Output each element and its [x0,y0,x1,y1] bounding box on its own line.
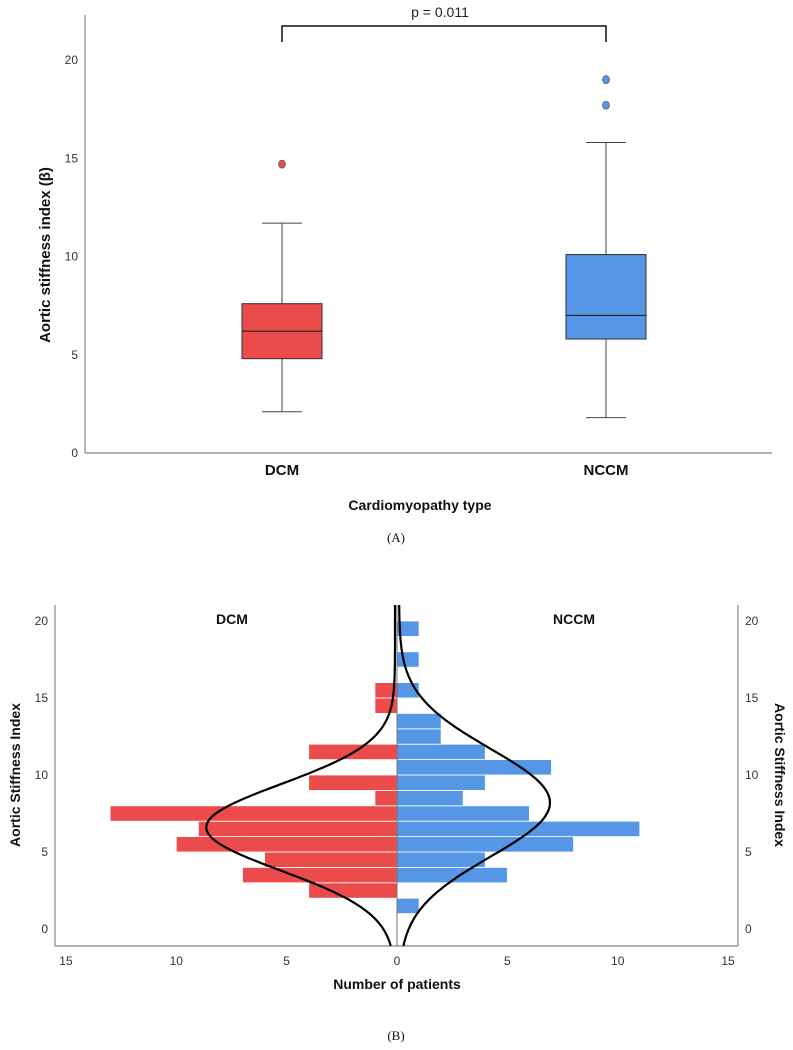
outlier-point [278,159,286,169]
histogram-bar-nccm [396,820,641,838]
box-dcm [241,159,323,413]
y-tick-label: 10 [65,250,79,264]
boxplot-panel: p = 0.011 DCM NCCM Cardiomyopathy type A… [37,4,772,545]
histogram-panel: DCM NCCM Number of patients Aortic Stiff… [7,605,788,1043]
x-tick-label: 0 [394,954,401,968]
histogram-bar-dcm [264,851,398,868]
x-tick-label: 15 [59,954,73,968]
panel-label-a: (A) [387,530,405,545]
histogram-bar-dcm [308,774,398,791]
y-axis-label: Aortic stiffness index (β) [37,167,54,343]
x-tick-label: 10 [611,954,625,968]
x-axis-label: Number of patients [333,976,461,992]
x-axis-label: Cardiomyopathy type [348,497,491,513]
histogram-bar-nccm [396,805,530,822]
histogram-bar-nccm [396,651,420,668]
y-tick-label: 5 [71,348,78,362]
category-label-nccm: NCCM [584,462,629,479]
histogram-bar-nccm [396,774,486,791]
y-tick-label-left: 0 [41,922,48,936]
outlier-point [602,100,610,110]
y-tick-label-left: 15 [35,691,49,705]
histogram-bar-nccm [396,836,574,853]
y-axis-label-right: Aortic Stiffness Index [772,703,788,847]
y-tick-label-left: 10 [35,768,49,782]
histogram-bar-dcm [308,882,398,899]
y-tick-label-right: 15 [745,691,759,705]
y-tick-label-left: 20 [35,614,49,628]
y-tick-label-right: 20 [745,614,759,628]
x-tick-label: 10 [170,954,184,968]
p-value-annotation: p = 0.011 [411,4,469,20]
histogram-bar-nccm [396,728,442,745]
normal-curve-nccm [398,605,551,947]
histogram-bar-nccm [396,897,420,915]
y-tick-label-right: 10 [745,768,759,782]
x-tick-label: 5 [504,954,511,968]
y-tick-label-left: 5 [41,845,48,859]
histogram-bar-dcm [175,836,398,853]
histogram-bar-nccm [396,713,442,730]
histogram-bar-nccm [396,851,486,868]
panel-label-b: (B) [387,1028,404,1043]
y-tick-label-right: 5 [745,845,752,859]
outlier-point [602,75,610,85]
y-tick-label: 15 [65,151,79,165]
histogram-bar-dcm [109,805,398,822]
y-tick-label-right: 0 [745,922,752,936]
histogram-bar-nccm [396,743,486,761]
histogram-bar-dcm [242,867,398,884]
y-axis-label-left: Aortic Stiffness Index [7,703,23,847]
iqr-box [565,254,647,340]
histogram-bar-nccm [396,790,464,807]
normal-curve-dcm [205,605,397,947]
x-tick-label: 5 [283,954,290,968]
series-label-dcm: DCM [216,611,248,627]
y-tick-label: 20 [65,53,79,67]
y-tick-label: 0 [71,446,78,460]
histogram-bar-dcm [374,697,398,714]
x-tick-label: 15 [721,954,735,968]
histogram-bar-dcm [374,790,398,807]
significance-bracket [281,25,607,42]
category-label-dcm: DCM [265,462,299,479]
histogram-bar-dcm [197,820,398,838]
box-nccm [565,75,647,419]
series-label-nccm: NCCM [553,611,595,627]
